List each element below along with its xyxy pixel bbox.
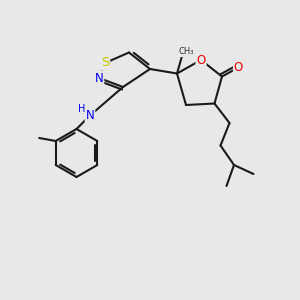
- Text: H: H: [78, 104, 85, 114]
- Text: O: O: [196, 53, 206, 67]
- Text: N: N: [94, 71, 103, 85]
- Text: S: S: [101, 56, 109, 70]
- Text: N: N: [85, 109, 94, 122]
- Text: O: O: [234, 61, 243, 74]
- Text: CH₃: CH₃: [178, 47, 194, 56]
